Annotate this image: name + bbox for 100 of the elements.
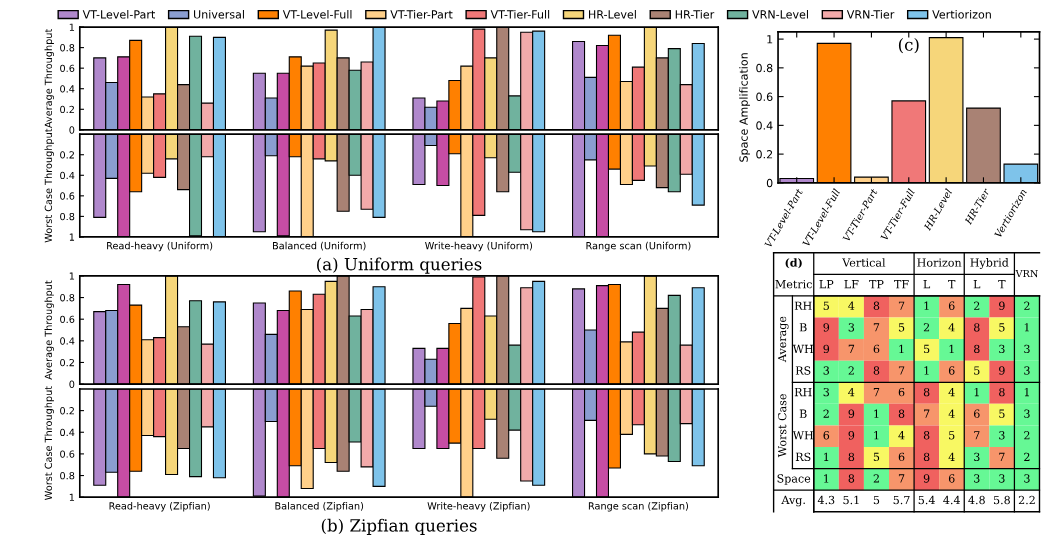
data-label: 8 <box>923 431 930 440</box>
data-label: 5 <box>999 409 1005 418</box>
y-tick-label: 0.6 <box>60 64 75 72</box>
data-label: 1 <box>874 431 879 440</box>
x-tick-label: LF <box>844 280 859 289</box>
y-tick-label: 0.8 <box>60 472 75 480</box>
data-label: 6 <box>898 452 905 462</box>
data-label: 2 <box>848 366 854 375</box>
text: Average <box>777 316 789 363</box>
data-label: 7 <box>898 474 905 483</box>
y-tick-label: 1 <box>69 233 75 241</box>
y-tick-label: RS <box>795 452 811 462</box>
data-label: 3 <box>999 474 1005 483</box>
text: 5 <box>873 495 880 505</box>
data-label: 3 <box>1024 409 1030 418</box>
text: Vertical <box>842 258 886 267</box>
y-tick-label: RH <box>794 388 812 397</box>
y-tick-label: RH <box>794 301 812 310</box>
x-tick-label: L <box>923 280 931 289</box>
data-label: 7 <box>873 323 880 332</box>
data-label: 4 <box>848 301 855 310</box>
x-tick-label: Read-heavy (Zipfian) <box>109 502 210 512</box>
y-tick-label: WH <box>792 344 814 353</box>
data-label: 3 <box>823 387 829 397</box>
legend-label: HR-Tier <box>675 10 715 19</box>
text: (a) Uniform queries <box>317 257 482 274</box>
legend-label: VT-Level-Part <box>82 10 156 19</box>
data-label: 8 <box>873 301 880 310</box>
data-label: 7 <box>924 409 930 418</box>
y-tick-label: B <box>799 409 807 418</box>
data-label: 2 <box>923 323 930 332</box>
text: Worst Case <box>777 394 787 458</box>
y-tick-label: 1 <box>69 23 75 31</box>
data-label: 6 <box>873 344 880 354</box>
y-tick-label: 0.6 <box>60 315 75 324</box>
data-label: 3 <box>1024 344 1030 354</box>
y-tick-label: 1 <box>767 35 773 44</box>
x-tick-label: Balanced (Uniform) <box>273 241 366 251</box>
data-label: 4 <box>948 387 955 397</box>
data-label: 1 <box>874 409 879 418</box>
data-label: 9 <box>823 323 830 332</box>
text: (d) <box>785 258 802 269</box>
legend-label: Universal <box>194 10 244 19</box>
text: (b) Zipfian queries <box>321 518 477 535</box>
data-label: 1 <box>1024 323 1029 332</box>
y-tick-label: 0.4 <box>756 121 773 130</box>
data-label: 6 <box>823 431 830 440</box>
y-tick-label: 0.6 <box>60 450 75 458</box>
data-label: 7 <box>999 452 1005 461</box>
y-tick-label: RS <box>795 366 811 375</box>
x-tick-label: Range scan (Uniform) <box>586 241 691 252</box>
y-tick-label: 0.4 <box>60 171 75 180</box>
x-tick-label: Range scan (Zipfian) <box>588 502 689 512</box>
data-label: 4 <box>948 409 955 418</box>
data-label: 6 <box>948 301 955 310</box>
text: 5.1 <box>843 495 859 505</box>
data-label: 5 <box>823 301 829 310</box>
data-label: 1 <box>974 387 979 397</box>
data-label: 7 <box>898 366 905 375</box>
x-tick-label: LP <box>819 280 834 289</box>
data-label: 8 <box>923 387 930 397</box>
data-label: 5 <box>949 431 955 440</box>
text: 5.7 <box>893 495 910 505</box>
y-tick-label: 0 <box>69 380 75 388</box>
y-tick-label: B <box>799 323 807 332</box>
data-label: 5 <box>873 452 880 462</box>
text: 4.3 <box>817 495 835 505</box>
y-tick-label: Space <box>777 474 811 485</box>
data-label: 5 <box>924 344 930 354</box>
data-label: 3 <box>1024 366 1030 375</box>
y-tick-label: 0.8 <box>60 294 75 302</box>
x-tick-label: Read-heavy (Uniform) <box>107 241 213 252</box>
data-label: 5 <box>999 323 1005 332</box>
data-label: 4 <box>848 387 855 397</box>
y-tick-label: 1 <box>69 272 75 280</box>
x-tick-label: T <box>998 280 1006 289</box>
text: Hybrid <box>970 258 1009 269</box>
data-label: 9 <box>848 409 855 418</box>
data-label: 9 <box>999 301 1005 310</box>
data-label: 7 <box>873 388 880 397</box>
y-tick-label: Avg. <box>781 495 805 507</box>
data-label: 5 <box>974 366 980 375</box>
y-tick-label: 0.6 <box>756 92 773 101</box>
text: 2.2 <box>1018 495 1035 505</box>
text: 5.4 <box>918 495 935 505</box>
x-tick-label: TF <box>894 280 909 289</box>
data-label: 8 <box>873 366 880 375</box>
x-tick-label: VRN <box>1015 269 1038 278</box>
y-axis-title: Average Throughput <box>44 280 54 380</box>
y-axis-title: Worst Case Throughput <box>44 386 54 500</box>
data-label: 1 <box>899 344 904 353</box>
data-label: 3 <box>1024 474 1030 483</box>
y-tick-label: 0.2 <box>60 407 74 415</box>
legend-label: HR-Level <box>589 10 636 19</box>
y-axis-title: Worst Case Throughput <box>44 128 54 243</box>
legend-label: VT-Level-Full <box>282 10 352 19</box>
data-label: 8 <box>848 452 855 462</box>
y-tick-label: 0.4 <box>60 428 75 437</box>
x-tick-label: Balanced (Zipfian) <box>275 502 364 512</box>
y-tick-label: 0.8 <box>60 212 75 221</box>
